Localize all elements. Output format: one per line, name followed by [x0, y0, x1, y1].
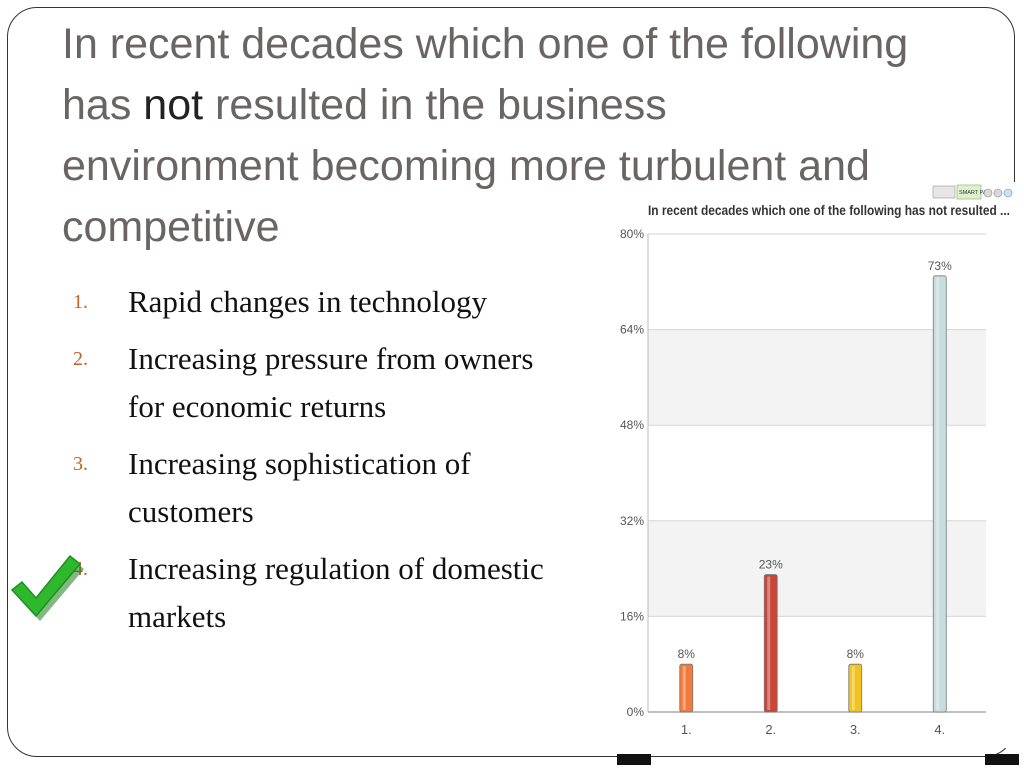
x-tick-label: 1. — [681, 722, 692, 737]
y-tick-label: 16% — [620, 609, 644, 623]
bar-4 — [932, 275, 947, 713]
slide-title: In recent decades which one of the follo… — [62, 14, 912, 258]
title-part-1: In recent decades which one of the follo… — [62, 20, 909, 129]
y-tick-label: 80% — [620, 227, 644, 241]
option-2-text: Increasing pressure from owners for econ… — [128, 341, 534, 424]
plot-bands — [648, 329, 986, 617]
toolbar-label: SMART PA — [959, 190, 987, 196]
chart-toolbar[interactable]: SMART PA — [932, 184, 1013, 200]
chart-title: In recent decades which one of the follo… — [648, 202, 1010, 218]
answer-options: 1. Rapid changes in technology 2. Increa… — [70, 278, 560, 650]
plot-axes: 0% 16% 32% 48% 64% 80% 1. 2. 3. 4. — [620, 227, 986, 737]
y-tick-label: 48% — [620, 418, 644, 432]
bar-highlight-3 — [851, 666, 855, 710]
option-3-number: 3. — [73, 453, 88, 475]
bar-2 — [763, 574, 778, 713]
check-mark-icon — [10, 554, 84, 621]
y-tick-label: 64% — [620, 323, 644, 337]
chart-panel: SMART PA In recent decades which one of … — [613, 182, 1024, 748]
grid-band-3 — [648, 329, 986, 426]
bar-1 — [679, 663, 694, 713]
bar-highlight-4 — [936, 277, 940, 710]
option-1-text: Rapid changes in technology — [128, 284, 487, 319]
plot-bars: 8% 23% 8% 73% — [678, 259, 952, 713]
bar-highlight-1 — [682, 666, 686, 710]
grid-band-1 — [648, 520, 986, 617]
data-label: 8% — [678, 647, 696, 661]
y-tick-label: 0% — [627, 705, 645, 719]
frame-marker-right — [985, 754, 1019, 765]
y-tick-label: 32% — [620, 514, 644, 528]
option-3-text: Increasing sophistication of customers — [128, 446, 471, 529]
option-1-number: 1. — [73, 291, 88, 313]
bar-highlight-2 — [767, 576, 771, 710]
title-emphasis: not — [143, 81, 204, 129]
option-1: 1. Rapid changes in technology — [70, 278, 560, 326]
data-label: 23% — [759, 558, 783, 572]
x-tick-label: 3. — [850, 722, 861, 737]
bar-chart: SMART PA In recent decades which one of … — [620, 184, 1013, 737]
option-3: 3. Increasing sophistication of customer… — [70, 440, 560, 536]
option-4: 4. Increasing regulation of domestic mar… — [70, 545, 560, 641]
x-tick-label: 4. — [934, 722, 945, 737]
x-tick-label: 2. — [765, 722, 776, 737]
option-4-text: Increasing regulation of domestic market… — [128, 551, 544, 634]
bar-3 — [848, 663, 863, 713]
option-2-number: 2. — [73, 348, 88, 370]
data-label: 8% — [847, 647, 865, 661]
option-2: 2. Increasing pressure from owners for e… — [70, 335, 560, 431]
frame-marker-left — [617, 754, 651, 765]
data-label: 73% — [928, 259, 952, 273]
